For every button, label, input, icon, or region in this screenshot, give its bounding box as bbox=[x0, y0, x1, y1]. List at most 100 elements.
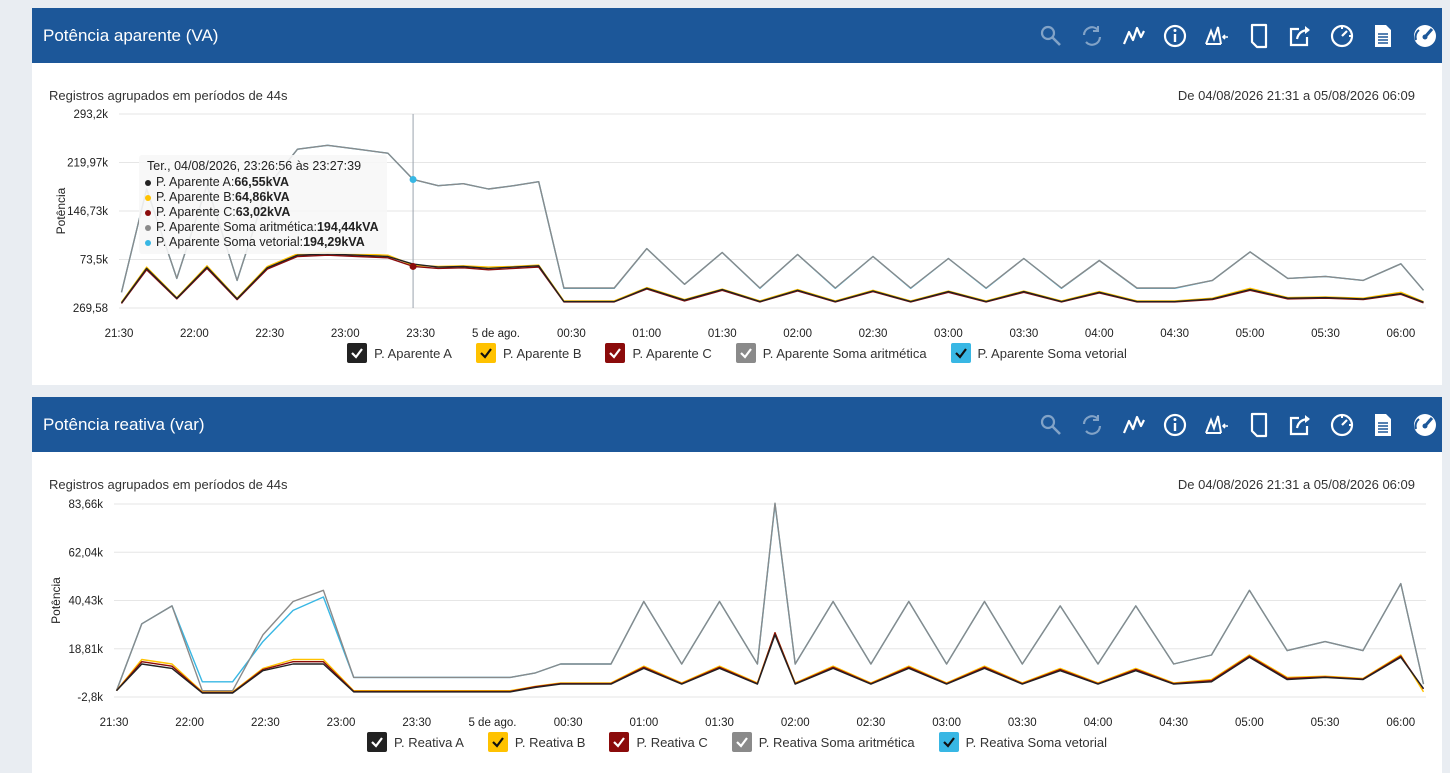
checkbox-icon[interactable] bbox=[731, 732, 752, 752]
checkbox-icon[interactable] bbox=[605, 343, 626, 363]
panel-header: Potência reativa (var) bbox=[32, 397, 1442, 452]
x-tick-label: 05:30 bbox=[1311, 717, 1340, 729]
chart-legend: P. Aparente A P. Aparente B P. Aparente C P… bbox=[32, 343, 1442, 363]
peak-icon[interactable] bbox=[1202, 410, 1232, 440]
x-tick-label: 02:30 bbox=[857, 717, 886, 729]
legend-label: P. Aparente Soma aritmética bbox=[762, 345, 927, 361]
chart-plot[interactable]: 83,66k 62,04k 40,43k 18,81k -2,8k Potência 21:… bbox=[32, 452, 1442, 773]
x-tick-label: 03:00 bbox=[934, 328, 963, 340]
zoom-icon[interactable] bbox=[1036, 21, 1066, 51]
chart-subtitle: Registros agrupados em períodos de 44s bbox=[49, 88, 288, 103]
toolbar bbox=[1024, 410, 1440, 440]
legend-item[interactable]: P. Reativa Soma vetorial bbox=[938, 732, 1107, 752]
date-range: De 04/08/2026 21:31 a 05/08/2026 06:09 bbox=[1177, 88, 1415, 103]
document-icon[interactable] bbox=[1368, 410, 1398, 440]
toolbar bbox=[1024, 21, 1440, 51]
series-line[interactable] bbox=[120, 254, 1424, 304]
checkbox-icon[interactable] bbox=[938, 732, 959, 752]
series-line[interactable] bbox=[115, 503, 1425, 691]
export-icon[interactable] bbox=[1285, 21, 1315, 51]
legend-item[interactable]: P. Reativa B bbox=[487, 732, 586, 752]
y-tick-label: 62,04k bbox=[68, 547, 103, 559]
line-chart-icon[interactable] bbox=[1119, 21, 1149, 51]
x-tick-label: 05:00 bbox=[1236, 328, 1265, 340]
x-tick-label: 04:30 bbox=[1160, 328, 1189, 340]
clock-icon[interactable] bbox=[1327, 21, 1357, 51]
legend-item[interactable]: P. Reativa A bbox=[367, 732, 464, 752]
info-icon[interactable] bbox=[1160, 21, 1190, 51]
legend-label: P. Aparente C bbox=[632, 345, 712, 361]
x-tick-label: 02:30 bbox=[859, 328, 888, 340]
chart-plot[interactable]: 293,2k 219,97k 146,73k 73,5k 269,58 Potência 2… bbox=[32, 63, 1442, 385]
x-tick-label: 00:30 bbox=[554, 717, 583, 729]
page-icon[interactable] bbox=[1244, 410, 1274, 440]
x-tick-label: 22:00 bbox=[175, 717, 204, 729]
x-tick-label: 00:30 bbox=[557, 328, 586, 340]
hover-point bbox=[409, 176, 417, 184]
checkbox-icon[interactable] bbox=[735, 343, 756, 363]
x-tick-label: 21:30 bbox=[105, 328, 134, 340]
legend-label: P. Reativa Soma vetorial bbox=[965, 734, 1107, 750]
legend-item[interactable]: P. Aparente Soma aritmética bbox=[735, 343, 927, 363]
page-icon[interactable] bbox=[1244, 21, 1274, 51]
export-icon[interactable] bbox=[1285, 410, 1315, 440]
series-line[interactable] bbox=[115, 502, 1425, 692]
x-tick-label: 23:00 bbox=[331, 328, 360, 340]
y-tick-label: 146,73k bbox=[67, 206, 108, 218]
checkbox-icon[interactable] bbox=[347, 343, 368, 363]
y-tick-label: -2,8k bbox=[77, 692, 103, 704]
speedometer-icon[interactable] bbox=[1410, 21, 1440, 51]
y-axis-title: Potência bbox=[54, 187, 68, 234]
panel-header: Potência aparente (VA) bbox=[32, 8, 1442, 63]
document-icon[interactable] bbox=[1368, 21, 1398, 51]
checkbox-icon[interactable] bbox=[367, 732, 387, 752]
checkbox-icon[interactable] bbox=[487, 732, 508, 752]
x-tick-label: 02:00 bbox=[781, 717, 810, 729]
x-tick-label: 06:00 bbox=[1386, 717, 1415, 729]
refresh-icon[interactable] bbox=[1077, 410, 1107, 440]
x-tick-label: 04:00 bbox=[1084, 717, 1113, 729]
legend-item[interactable]: P. Aparente A bbox=[347, 343, 452, 363]
date-range: De 04/08/2026 21:31 a 05/08/2026 06:09 bbox=[1177, 477, 1415, 492]
legend-label: P. Aparente B bbox=[502, 345, 582, 361]
x-tick-label: 01:00 bbox=[632, 328, 661, 340]
series-line[interactable] bbox=[120, 144, 1425, 293]
x-tick-label: 23:00 bbox=[327, 717, 356, 729]
legend-item[interactable]: P. Aparente Soma vetorial bbox=[950, 343, 1127, 363]
chart-subtitle: Registros agrupados em períodos de 44s bbox=[49, 477, 288, 492]
series-line[interactable] bbox=[120, 253, 1424, 304]
chart-panel-aparente: Potência aparente (VA) Registros agrupad… bbox=[32, 8, 1442, 385]
legend-label: P. Reativa B bbox=[514, 734, 586, 750]
zoom-icon[interactable] bbox=[1036, 410, 1066, 440]
chart-body: Registros agrupados em períodos de 44s D… bbox=[32, 63, 1442, 385]
clock-icon[interactable] bbox=[1327, 410, 1357, 440]
checkbox-icon[interactable] bbox=[475, 343, 496, 363]
x-tick-label: 06:00 bbox=[1386, 328, 1415, 340]
hover-point bbox=[409, 262, 417, 270]
x-tick-label: 23:30 bbox=[406, 328, 435, 340]
legend-item[interactable]: P. Aparente B bbox=[475, 343, 582, 363]
peak-icon[interactable] bbox=[1202, 21, 1232, 51]
legend-item[interactable]: P. Aparente C bbox=[605, 343, 712, 363]
series-line[interactable] bbox=[120, 144, 1425, 293]
info-icon[interactable] bbox=[1160, 410, 1190, 440]
x-tick-label: 05:00 bbox=[1235, 717, 1264, 729]
checkbox-icon[interactable] bbox=[950, 343, 971, 363]
x-tick-label: 03:30 bbox=[1008, 717, 1037, 729]
x-tick-label: 03:00 bbox=[932, 717, 961, 729]
series-line[interactable] bbox=[115, 631, 1425, 694]
legend-item[interactable]: P. Reativa C bbox=[609, 732, 708, 752]
series-line[interactable] bbox=[115, 631, 1425, 693]
legend-item[interactable]: P. Reativa Soma aritmética bbox=[731, 732, 915, 752]
x-tick-label: 5 de ago. bbox=[468, 717, 516, 729]
y-tick-label: 219,97k bbox=[67, 158, 108, 170]
x-tick-label: 5 de ago. bbox=[472, 328, 520, 340]
speedometer-icon[interactable] bbox=[1410, 410, 1440, 440]
line-chart-icon[interactable] bbox=[1119, 410, 1149, 440]
x-tick-label: 22:30 bbox=[255, 328, 284, 340]
checkbox-icon[interactable] bbox=[609, 732, 630, 752]
y-tick-label: 18,81k bbox=[68, 644, 103, 656]
y-tick-label: 73,5k bbox=[80, 255, 108, 267]
refresh-icon[interactable] bbox=[1077, 21, 1107, 51]
series-line[interactable] bbox=[115, 634, 1425, 694]
